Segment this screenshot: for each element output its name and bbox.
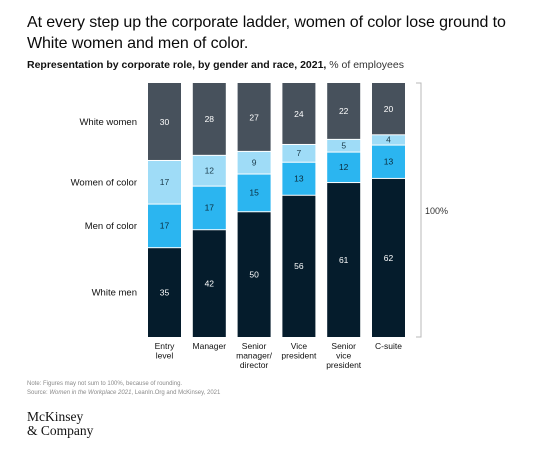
- data-label-white-women-6: 20: [384, 104, 394, 114]
- bar-segment-women-of-color-6: [372, 135, 405, 145]
- bar-segment-women-of-color-4: [282, 144, 316, 162]
- data-label-women-of-color-4: 7: [297, 148, 302, 158]
- data-label-men-of-color-6: 13: [384, 157, 394, 167]
- data-label-white-women-2: 28: [205, 114, 215, 124]
- bar-segment-white-women-6: [372, 83, 405, 135]
- subtitle-unit: % of employees: [326, 59, 404, 71]
- data-label-men-of-color-5: 12: [339, 162, 349, 172]
- bar-segment-white-women-5: [327, 83, 361, 139]
- bar-segment-men-of-color-4: [282, 162, 316, 195]
- footnote-note: Note: Figures may not sum to 100%, becau…: [27, 381, 183, 387]
- data-label-white-men-5: 61: [339, 255, 349, 265]
- category-label-1: Entry level: [155, 341, 176, 361]
- data-label-women-of-color-5: 5: [341, 141, 346, 151]
- data-label-men-of-color-3: 15: [249, 188, 259, 198]
- data-label-men-of-color-2: 17: [205, 203, 215, 213]
- data-label-white-men-3: 50: [249, 269, 259, 279]
- data-label-white-men-4: 56: [294, 261, 304, 271]
- footnote-source: Source: Women in the Workplace 2021, Lea…: [27, 389, 220, 398]
- bar-segment-men-of-color-2: [192, 186, 226, 230]
- bar-segment-white-women-3: [237, 83, 271, 151]
- bar-segment-women-of-color-3: [237, 151, 271, 174]
- bar-segment-white-women-1: [148, 83, 181, 160]
- data-label-white-men-1: 35: [160, 287, 170, 297]
- bar-segment-white-women-2: [192, 83, 226, 155]
- bar-segment-men-of-color-5: [327, 152, 361, 183]
- data-label-white-women-3: 27: [249, 112, 259, 122]
- chart-subtitle: Representation by corporate role, by gen…: [27, 59, 532, 72]
- source-prefix: Source:: [27, 389, 50, 396]
- category-label-5: Senior vice president: [326, 341, 362, 370]
- source-title: Women in the Workplace 2021: [49, 389, 132, 396]
- data-label-women-of-color-6: 4: [386, 135, 391, 145]
- data-label-women-of-color-1: 17: [160, 177, 170, 187]
- bar-segment-white-men-3: [237, 212, 271, 337]
- chart-footnote: Note: Figures may not sum to 100%, becau…: [27, 380, 220, 397]
- series-label-white-men: White men: [92, 288, 137, 299]
- stacked-bar-chart: 35 17 17 30 42 17 12 28 50 15 9 27 56 13 7 24 61 12 5 22 62 1…: [71, 82, 448, 370]
- bar-segment-men-of-color-3: [237, 174, 271, 212]
- bar-segment-men-of-color-1: [148, 204, 181, 248]
- source-rest: , LeanIn.Org and McKinsey, 2021: [131, 389, 221, 396]
- category-label-3: Senior manager/director: [236, 341, 273, 370]
- data-label-women-of-color-3: 9: [252, 158, 257, 168]
- data-label-white-women-5: 22: [339, 106, 349, 116]
- data-label-white-men-6: 62: [384, 253, 394, 263]
- bar-segment-women-of-color-2: [192, 155, 226, 186]
- bar-segment-white-men-5: [327, 183, 361, 337]
- data-label-white-women-1: 30: [160, 117, 170, 127]
- bar-segment-white-men-2: [192, 230, 226, 337]
- logo-line-1: McKinsey: [27, 409, 84, 424]
- bar-segment-white-men-6: [372, 178, 405, 337]
- series-label-women-of-color: Women of color: [71, 177, 137, 188]
- category-label-6: C-suite: [375, 341, 402, 351]
- series-label-men-of-color: Men of color: [85, 221, 137, 232]
- chart-headline: At every step up the corporate ladder, w…: [27, 14, 506, 52]
- bar-segment-white-men-4: [282, 195, 316, 337]
- subtitle-main: Representation by corporate role, by gen…: [27, 59, 327, 71]
- data-label-white-men-2: 42: [205, 278, 215, 288]
- data-label-men-of-color-1: 17: [160, 221, 170, 231]
- data-label-women-of-color-2: 12: [205, 166, 215, 176]
- series-label-white-women: White women: [79, 117, 137, 128]
- data-label-white-women-4: 24: [294, 109, 304, 119]
- bar-segment-men-of-color-6: [372, 145, 405, 178]
- total-bracket: [416, 82, 422, 338]
- bar-segment-women-of-color-5: [327, 139, 361, 152]
- data-label-men-of-color-4: 13: [294, 174, 304, 184]
- bar-segment-women-of-color-1: [148, 160, 181, 204]
- total-label: 100%: [425, 206, 448, 216]
- category-label-2: Manager: [193, 341, 227, 351]
- category-label-4: Vice president: [281, 341, 317, 361]
- mckinsey-logo: McKinsey & Company: [27, 410, 93, 438]
- bar-segment-white-men-1: [148, 248, 181, 337]
- bar-segment-white-women-4: [282, 83, 316, 144]
- logo-line-2: & Company: [27, 423, 94, 438]
